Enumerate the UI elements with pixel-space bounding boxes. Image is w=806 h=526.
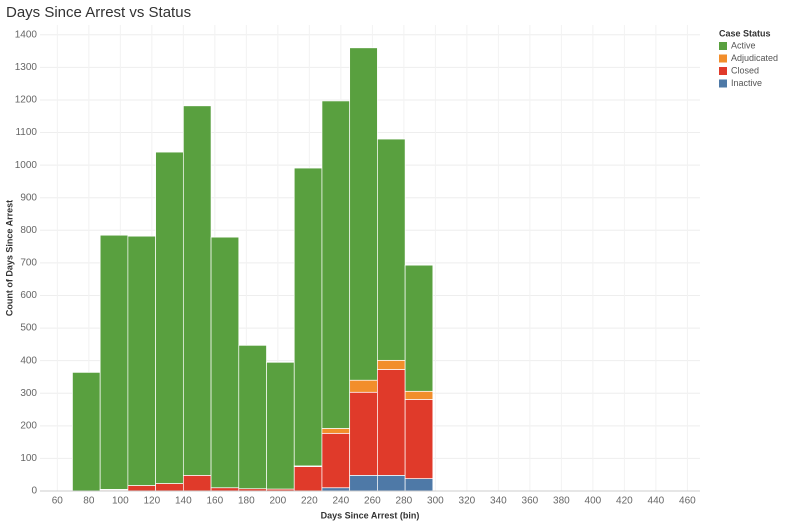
y-tick-label: 500: [20, 323, 37, 334]
x-tick-label: 380: [553, 496, 570, 507]
bar-segment: [377, 138, 406, 361]
bar-segment: [349, 391, 378, 476]
bar-segment: [293, 167, 323, 467]
legend-swatch: [719, 54, 727, 63]
x-tick-label: 360: [522, 496, 539, 507]
bar-segment: [182, 105, 212, 476]
x-tick-label: 260: [364, 496, 381, 507]
x-tick-label: 460: [679, 496, 696, 507]
legend-label: Inactive: [731, 78, 762, 88]
bar-segment: [377, 359, 406, 370]
legend-label: Closed: [731, 65, 759, 75]
y-tick-label: 600: [20, 290, 37, 301]
x-tick-label: 400: [585, 496, 602, 507]
bar-segment: [182, 475, 212, 492]
bar-segment: [72, 372, 101, 492]
legend-label: Adjudicated: [731, 53, 778, 63]
y-tick-label: 400: [20, 355, 37, 366]
bar-segment: [266, 361, 295, 490]
y-tick-label: 900: [20, 192, 37, 203]
bar-segment: [155, 483, 184, 492]
x-tick-label: 120: [143, 496, 160, 507]
y-tick-label: 100: [20, 453, 37, 464]
x-tick-label: 80: [83, 496, 95, 507]
x-tick-label: 160: [207, 496, 224, 507]
bar-segment: [404, 390, 434, 400]
bar-segment: [349, 379, 378, 393]
y-tick-label: 1000: [15, 160, 38, 171]
bar-segment: [293, 466, 323, 492]
x-tick-label: 280: [396, 496, 413, 507]
bar-segment: [321, 428, 351, 434]
y-tick-label: 1400: [15, 29, 38, 40]
y-tick-label: 200: [20, 420, 37, 431]
bar-segment: [349, 47, 378, 381]
x-tick-label: 440: [648, 496, 665, 507]
y-tick-label: 0: [31, 486, 37, 497]
y-tick-label: 1100: [15, 127, 37, 138]
x-tick-label: 300: [427, 496, 444, 507]
y-tick-label: 300: [20, 388, 37, 399]
bar-segment: [155, 151, 184, 484]
x-tick-label: 220: [301, 496, 318, 507]
y-tick-label: 1300: [15, 62, 38, 73]
y-tick-label: 1200: [15, 95, 38, 106]
bar-segment: [210, 236, 240, 489]
legend-title: Case Status: [719, 28, 771, 38]
y-tick-label: 700: [20, 258, 37, 269]
bar-segment: [404, 478, 434, 492]
chart-title: Days Since Arrest vs Status: [6, 4, 191, 21]
legend-swatch: [719, 67, 727, 75]
bar-segment: [127, 485, 156, 492]
x-tick-label: 180: [238, 496, 255, 507]
legend-swatch: [719, 42, 727, 50]
x-axis-title: Days Since Arrest (bin): [321, 510, 420, 520]
legend-label: Active: [731, 40, 756, 50]
bar-segment: [377, 475, 406, 492]
x-tick-label: 240: [333, 496, 350, 507]
bar-segment: [321, 100, 351, 429]
x-tick-label: 60: [52, 496, 64, 507]
y-tick-label: 800: [20, 225, 37, 236]
y-axis-title: Count of Days Since Arrest: [4, 200, 14, 316]
x-tick-label: 320: [459, 496, 476, 507]
legend-swatch: [719, 79, 727, 88]
x-tick-label: 100: [112, 496, 129, 507]
bar-segment: [404, 264, 434, 392]
x-tick-label: 340: [490, 496, 507, 507]
bar-segment: [127, 235, 156, 486]
bar-segment: [321, 432, 351, 489]
x-tick-label: 140: [175, 496, 192, 507]
bar-segment: [99, 234, 129, 490]
bar-segment: [404, 399, 434, 479]
x-tick-label: 420: [616, 496, 633, 507]
x-tick-label: 200: [270, 496, 287, 507]
bar-segment: [377, 369, 406, 476]
bar-segment: [349, 475, 378, 492]
bar-segment: [238, 344, 267, 490]
